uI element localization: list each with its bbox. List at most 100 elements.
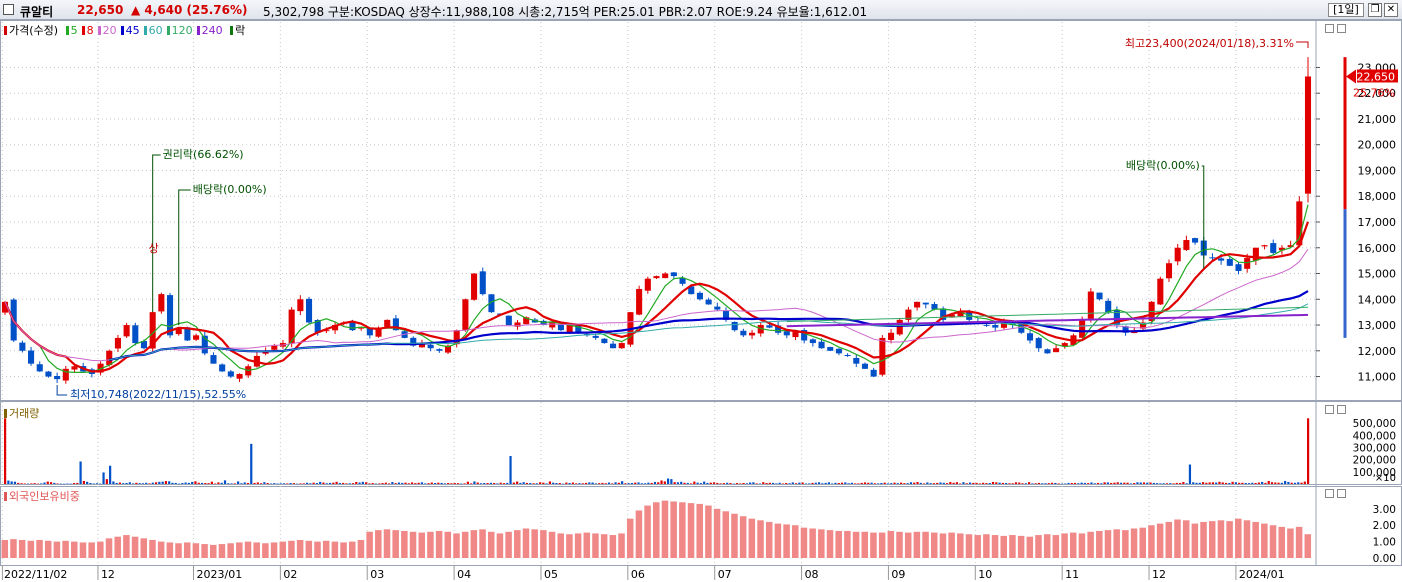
volume-bar — [69, 483, 72, 485]
volume-bar — [388, 483, 391, 484]
foreign-ratio-bar — [696, 503, 703, 558]
volume-bar — [1228, 483, 1231, 484]
volume-bar — [1110, 482, 1113, 484]
volume-bar — [46, 481, 49, 484]
foreign-pane-close-button[interactable] — [1337, 489, 1346, 498]
volume-bar — [1060, 483, 1064, 485]
volume-legend-label[interactable]: 거래량 — [9, 407, 40, 420]
drop-legend-label: 락 — [235, 24, 246, 37]
volume-bar — [1011, 483, 1014, 484]
restore-button[interactable]: ❐ — [1368, 3, 1382, 17]
volume-bar — [1073, 482, 1077, 484]
volume-bar — [768, 482, 771, 484]
ma-legend-label-120[interactable]: 120 — [171, 24, 193, 37]
ma-legend-label-8[interactable]: 8 — [86, 24, 94, 37]
ma-legend-label-60[interactable]: 60 — [148, 24, 163, 37]
volume-bar — [56, 483, 59, 485]
price-tick-label: 12,000 — [1358, 345, 1397, 358]
candle-body — [158, 294, 165, 312]
ma-legend-label-20[interactable]: 20 — [102, 24, 117, 37]
foreign-ratio-bar — [1287, 528, 1294, 558]
ma-legend-label-5[interactable]: 5 — [70, 24, 78, 37]
select-checkbox[interactable] — [3, 4, 14, 15]
close-button[interactable]: ✕ — [1384, 3, 1398, 17]
volume-bar — [752, 482, 755, 484]
volume-bar — [558, 483, 561, 484]
price-tick-label: 21,000 — [1358, 113, 1397, 126]
volume-bar — [1149, 482, 1152, 484]
volume-bar — [1126, 482, 1129, 484]
volume-bar — [1231, 481, 1234, 484]
foreign-ratio-bar — [904, 532, 912, 558]
volume-bar — [302, 483, 305, 484]
volume-bar — [886, 483, 890, 484]
volume-bar — [1070, 483, 1073, 484]
volume-bar — [174, 482, 177, 484]
candle-body — [1200, 240, 1207, 256]
volume-bar — [154, 482, 158, 484]
volume-bar — [40, 483, 43, 484]
candle-body — [114, 337, 121, 349]
foreign-ratio-bar — [792, 525, 799, 558]
foreign-ratio-bar — [427, 531, 434, 558]
volume-bar — [82, 480, 85, 484]
price-pane-min-button[interactable] — [1325, 24, 1334, 33]
price-pane-close-button[interactable] — [1337, 24, 1346, 33]
candle-body — [1139, 322, 1146, 329]
foreign-ratio-bar — [236, 542, 243, 558]
volume-pane-min-button[interactable] — [1325, 405, 1334, 414]
foreign-ratio-bar — [1200, 521, 1207, 558]
candle-body — [1087, 291, 1094, 319]
period-selector[interactable]: [1일] — [1328, 3, 1364, 17]
volume-bar — [640, 483, 643, 484]
volume-bar — [433, 483, 437, 484]
candle-body — [1018, 322, 1025, 333]
volume-bar — [565, 482, 568, 484]
candle-body — [1009, 322, 1016, 326]
volume-tick-label: 200,000 — [1353, 455, 1396, 467]
stock-name[interactable]: 큐알티 — [20, 5, 54, 19]
volume-bar — [1241, 482, 1244, 484]
volume-bar — [939, 482, 942, 484]
volume-bar — [693, 481, 696, 484]
dividend1-annotation: 배당락(0.00%) — [193, 183, 267, 196]
candle-body — [210, 355, 217, 364]
volume-bar — [122, 483, 125, 484]
volume-bar — [578, 483, 581, 484]
foreign-legend-label[interactable]: 외국인보유비중 — [9, 490, 80, 503]
candle-body — [1209, 257, 1216, 259]
volume-bar — [509, 456, 512, 484]
volume-bar — [243, 482, 246, 484]
volume-bar — [365, 482, 368, 484]
foreign-pane-min-button[interactable] — [1325, 489, 1334, 498]
candle-body — [714, 306, 721, 310]
volume-bar — [345, 483, 348, 484]
ma-legend-label-45[interactable]: 45 — [125, 24, 140, 37]
candle-body — [1183, 240, 1190, 250]
volume-bar — [850, 482, 853, 484]
ma-legend-label-240[interactable]: 240 — [201, 24, 223, 37]
volume-bar — [1284, 480, 1287, 484]
foreign-ratio-bar — [1078, 533, 1086, 558]
foreign-ratio-bar — [922, 531, 929, 558]
foreign-ratio-bar — [974, 535, 981, 558]
candle-body — [28, 350, 35, 364]
volume-bar — [1224, 482, 1228, 484]
foreign-ratio-bar — [18, 539, 26, 558]
volume-bar — [870, 482, 873, 484]
volume-bar — [516, 481, 519, 484]
volume-bar — [722, 483, 725, 484]
foreign-ratio-bar — [1069, 532, 1077, 558]
foreign-ratio-bar — [1026, 536, 1034, 558]
candle-body — [1192, 238, 1199, 243]
price-legend-label[interactable]: 가격(수정) — [9, 24, 59, 37]
volume-bar — [548, 481, 552, 484]
volume-bar — [588, 482, 591, 484]
price-pane-frame — [0, 20, 1402, 401]
volume-bar — [10, 481, 13, 484]
volume-bar — [348, 483, 351, 484]
volume-pane-close-button[interactable] — [1337, 405, 1346, 414]
volume-bar — [909, 482, 913, 484]
candle-body — [1287, 245, 1294, 248]
